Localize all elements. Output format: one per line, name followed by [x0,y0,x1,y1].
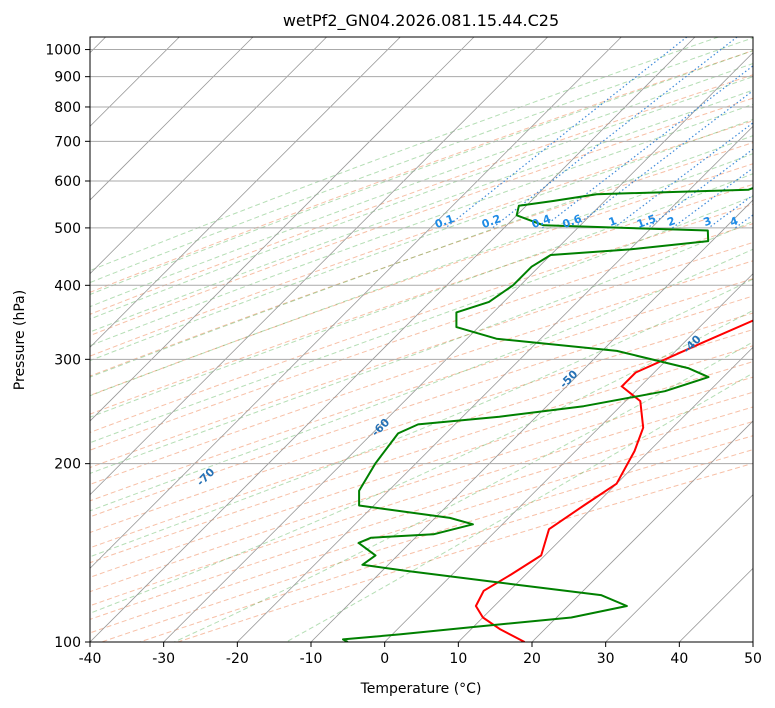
mixing-ratio-label: 1 [607,214,619,229]
y-tick-label: 800 [54,100,81,116]
dry-adiabat-line [90,312,753,534]
x-tick-label: -40 [79,651,102,667]
mixing-ratio-label: 0.2 [480,212,503,231]
dry-adiabat-line [90,142,753,377]
y-tick-label: 100 [54,635,81,651]
moist-adiabat-line [90,278,753,558]
mixing-ratio-label: 4 [728,214,740,229]
x-tick-label: 20 [523,651,541,667]
chart-title: wetPf2_GN04.2026.081.15.44.C25 [283,11,559,31]
mixing-ratio-label: 0.6 [561,212,584,231]
isotherm-line [384,273,753,642]
isotherm-line [90,37,254,201]
x-tick-label: 0 [380,651,389,667]
isotherm-line [237,125,753,642]
moist-adiabat-line [90,63,753,308]
isotherm-line [90,37,327,275]
dewpoint-line [342,186,753,642]
x-tick-label: 50 [744,651,762,667]
x-tick-label: 30 [597,651,615,667]
isotherm-line [90,37,475,422]
y-tick-label: 200 [54,457,81,473]
dry-adiabat-line [90,50,753,293]
mixing-ratio-label: 3 [702,214,714,229]
moist-adiabat-line [173,341,753,642]
moist-adiabat-line [90,37,753,284]
x-tick-label: -20 [226,651,249,667]
isotherm-line [90,37,622,569]
dry-adiabat-line [90,223,753,451]
plot-frame [89,36,754,643]
y-tick-label: 400 [54,278,81,294]
x-tick-label: 40 [670,651,688,667]
moist-adiabat-line [90,76,753,320]
isotherm-line [90,37,401,348]
axes: -40 -30 -20 -10 0 10 20 30 40 50 100 200 300 400 500 60… [45,43,762,667]
dry-adiabat-line [90,278,753,502]
sounding-profiles [342,186,753,642]
x-tick-label: -10 [300,651,323,667]
y-tick-label: 700 [54,134,81,150]
dry-adiabat-line [90,97,753,337]
y-tick-label: 500 [54,221,81,237]
isotherm-line [458,346,753,642]
x-tick-label: 10 [449,651,467,667]
y-tick-label: 1000 [45,43,81,59]
x-axis-label: Temperature (°C) [360,681,482,697]
dry-adiabat-line [90,329,753,549]
dry-adiabat-line [90,376,753,593]
mixing-ratio-line [542,65,753,229]
mixing-ratio-line [492,37,738,229]
y-tick-label: 900 [54,70,81,86]
dry-adiabat-line [90,295,753,518]
y-tick-label: 600 [54,174,81,190]
isotherm-line [605,494,753,642]
mixing-ratio-label: 2 [665,214,677,229]
isotherm-line [531,420,753,642]
y-axis-label: Pressure (hPa) [12,290,28,390]
moist-adiabat-line [90,118,753,362]
moist-adiabat-line [90,103,753,347]
mixing-ratio-line [572,89,753,229]
isotherm-line [90,37,548,496]
mixing-ratio-label: 0.4 [530,212,553,231]
isotherm-line [310,199,753,642]
plot-area [90,37,753,642]
temperature-line [474,319,753,642]
isotherm-line [90,37,696,642]
dry-adiabat-line [90,345,753,564]
mixing-ratio-label: 1.5 [635,212,658,231]
x-tick-label: -30 [152,651,175,667]
dry-adiabat-line [90,241,753,469]
y-tick-label: 300 [54,352,81,368]
dry-adiabat-line [90,391,753,607]
mixing-ratio-label: 0.1 [433,212,456,231]
background-lines [90,37,753,642]
isotherm-line [163,52,753,642]
mixing-ratio-line [672,167,753,229]
